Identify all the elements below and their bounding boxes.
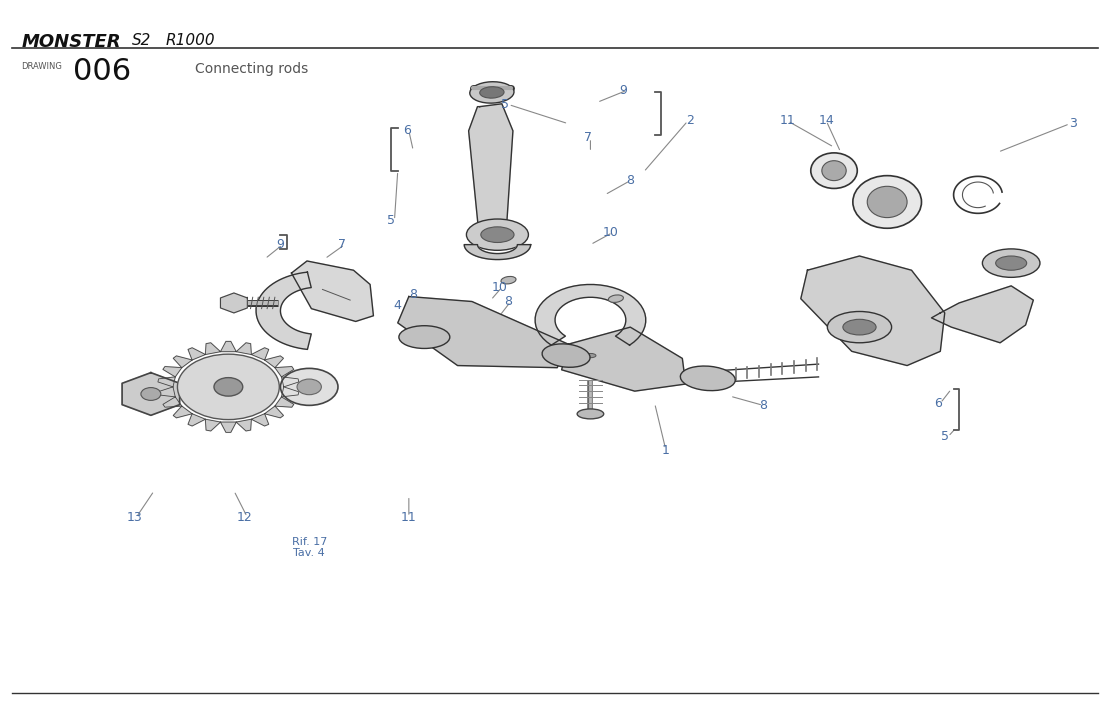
Polygon shape <box>264 406 283 418</box>
Ellipse shape <box>281 368 337 406</box>
Ellipse shape <box>297 379 322 395</box>
Ellipse shape <box>821 161 846 181</box>
Polygon shape <box>397 296 568 368</box>
Text: 5: 5 <box>502 98 509 111</box>
Polygon shape <box>221 293 248 313</box>
Polygon shape <box>282 377 299 387</box>
Text: 8: 8 <box>759 399 767 412</box>
Ellipse shape <box>852 176 921 228</box>
Polygon shape <box>292 261 373 321</box>
Ellipse shape <box>398 326 450 348</box>
Text: 2: 2 <box>686 114 694 127</box>
Polygon shape <box>931 286 1033 343</box>
Polygon shape <box>275 366 294 377</box>
Text: 3: 3 <box>1069 117 1077 130</box>
Ellipse shape <box>466 219 528 251</box>
Ellipse shape <box>608 295 624 303</box>
Text: 6: 6 <box>403 124 411 137</box>
Ellipse shape <box>996 256 1027 270</box>
Text: 8: 8 <box>626 174 634 187</box>
Polygon shape <box>800 256 945 366</box>
Polygon shape <box>188 348 205 360</box>
Polygon shape <box>535 284 646 345</box>
Ellipse shape <box>214 378 243 396</box>
Ellipse shape <box>810 153 857 188</box>
Text: 5: 5 <box>941 430 949 443</box>
Text: 14: 14 <box>818 114 834 127</box>
Text: 8: 8 <box>410 288 417 301</box>
Ellipse shape <box>842 319 876 335</box>
Text: 10: 10 <box>492 281 507 293</box>
Polygon shape <box>205 343 221 355</box>
Polygon shape <box>282 387 299 397</box>
Polygon shape <box>264 356 283 368</box>
Ellipse shape <box>470 81 514 103</box>
Polygon shape <box>256 272 311 349</box>
Ellipse shape <box>481 227 514 243</box>
Ellipse shape <box>542 344 591 367</box>
Polygon shape <box>173 356 192 368</box>
Text: 11: 11 <box>779 114 796 127</box>
Ellipse shape <box>178 354 280 420</box>
Polygon shape <box>221 341 236 352</box>
Text: 9: 9 <box>619 84 627 97</box>
Text: 10: 10 <box>603 226 618 239</box>
Ellipse shape <box>480 86 504 98</box>
Text: S2: S2 <box>132 34 151 49</box>
Text: 5: 5 <box>387 214 395 227</box>
Polygon shape <box>158 377 175 387</box>
Text: 7: 7 <box>584 131 593 144</box>
Polygon shape <box>163 397 182 407</box>
Polygon shape <box>275 397 294 407</box>
Ellipse shape <box>585 353 596 358</box>
Text: 7: 7 <box>339 238 346 251</box>
Text: 9: 9 <box>276 238 284 251</box>
Ellipse shape <box>577 409 604 419</box>
Ellipse shape <box>867 186 907 218</box>
Text: 11: 11 <box>401 511 416 523</box>
Polygon shape <box>562 327 686 391</box>
Text: MONSTER: MONSTER <box>21 34 121 51</box>
Polygon shape <box>221 422 236 433</box>
Ellipse shape <box>141 388 161 401</box>
Polygon shape <box>163 366 182 377</box>
Polygon shape <box>205 419 221 431</box>
Text: 8: 8 <box>505 295 513 308</box>
Text: DRAWING: DRAWING <box>21 62 62 71</box>
Polygon shape <box>158 387 175 397</box>
Text: 6: 6 <box>935 397 942 410</box>
Text: 13: 13 <box>127 511 142 523</box>
Text: 12: 12 <box>238 511 253 523</box>
Text: R1000: R1000 <box>165 34 215 49</box>
Polygon shape <box>236 419 251 431</box>
Polygon shape <box>122 373 180 416</box>
Ellipse shape <box>680 366 735 391</box>
Text: 1: 1 <box>662 444 669 458</box>
Polygon shape <box>251 348 269 360</box>
Ellipse shape <box>827 311 891 343</box>
Polygon shape <box>173 406 192 418</box>
Polygon shape <box>468 104 513 245</box>
Ellipse shape <box>501 276 516 284</box>
Polygon shape <box>251 413 269 426</box>
Polygon shape <box>236 343 251 355</box>
Text: 4: 4 <box>394 299 402 312</box>
Ellipse shape <box>982 249 1040 277</box>
Polygon shape <box>188 413 205 426</box>
Text: Rif. 17
Tav. 4: Rif. 17 Tav. 4 <box>292 537 326 558</box>
Polygon shape <box>464 245 531 260</box>
Text: Connecting rods: Connecting rods <box>195 62 309 76</box>
Text: 006: 006 <box>73 57 131 86</box>
